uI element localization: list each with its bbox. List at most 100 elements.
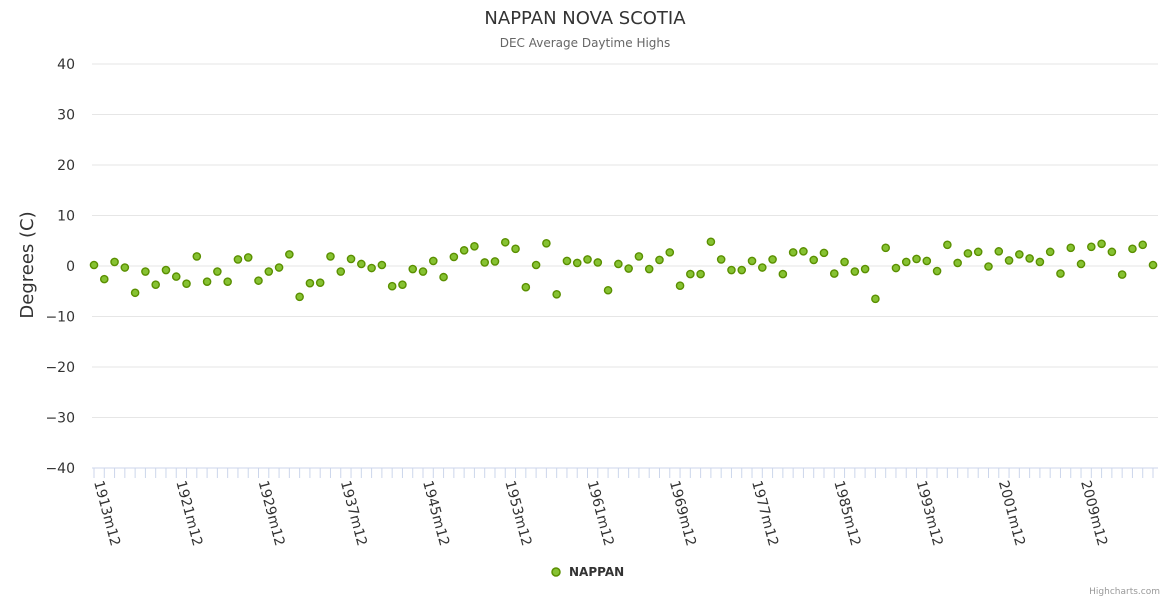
data-point[interactable]: [562, 256, 572, 266]
data-point[interactable]: [624, 264, 633, 273]
data-point[interactable]: [973, 247, 983, 257]
data-point[interactable]: [295, 292, 304, 302]
data-point[interactable]: [274, 263, 284, 272]
data-point[interactable]: [233, 255, 243, 264]
data-point[interactable]: [130, 288, 140, 298]
data-point[interactable]: [408, 264, 418, 274]
data-point[interactable]: [614, 259, 623, 269]
data-point[interactable]: [644, 264, 654, 274]
data-point[interactable]: [901, 257, 911, 267]
data-point[interactable]: [860, 264, 870, 274]
data-point[interactable]: [1035, 257, 1045, 267]
data-point[interactable]: [1128, 244, 1137, 254]
data-point[interactable]: [120, 263, 130, 272]
data-point[interactable]: [1015, 250, 1024, 259]
data-point[interactable]: [161, 265, 171, 275]
data-point[interactable]: [326, 252, 335, 261]
data-point[interactable]: [552, 289, 561, 299]
data-point[interactable]: [398, 280, 407, 289]
data-point[interactable]: [737, 265, 747, 275]
data-point[interactable]: [871, 294, 880, 304]
data-point[interactable]: [1117, 270, 1127, 279]
data-point[interactable]: [357, 259, 366, 269]
data-point[interactable]: [531, 260, 541, 270]
data-point[interactable]: [223, 277, 232, 286]
data-point[interactable]: [819, 248, 829, 258]
data-point[interactable]: [110, 257, 119, 267]
data-point[interactable]: [1087, 242, 1096, 252]
data-point[interactable]: [1097, 239, 1106, 249]
data-point[interactable]: [706, 237, 716, 247]
data-point[interactable]: [943, 240, 952, 250]
data-point[interactable]: [99, 274, 109, 284]
data-point[interactable]: [1107, 247, 1117, 257]
data-point[interactable]: [716, 255, 726, 264]
data-point[interactable]: [912, 254, 921, 264]
data-point[interactable]: [418, 267, 428, 276]
data-point[interactable]: [583, 255, 592, 264]
data-point[interactable]: [336, 267, 346, 276]
credits-link[interactable]: Highcharts.com: [1089, 587, 1160, 597]
data-point[interactable]: [202, 277, 212, 286]
data-point[interactable]: [151, 280, 160, 289]
data-point[interactable]: [346, 254, 356, 264]
data-point[interactable]: [665, 248, 675, 257]
data-point[interactable]: [727, 265, 736, 275]
data-point[interactable]: [377, 260, 387, 270]
data-point[interactable]: [521, 282, 531, 292]
data-point[interactable]: [305, 278, 315, 288]
data-point[interactable]: [603, 285, 613, 295]
data-point[interactable]: [696, 269, 705, 279]
data-point[interactable]: [315, 278, 325, 287]
data-point[interactable]: [490, 257, 500, 266]
data-point[interactable]: [634, 252, 644, 261]
data-point[interactable]: [572, 258, 582, 268]
legend-label[interactable]: NAPPAN: [569, 565, 624, 579]
data-point[interactable]: [254, 276, 263, 285]
data-point[interactable]: [778, 269, 788, 279]
data-point[interactable]: [480, 258, 489, 267]
data-point[interactable]: [285, 250, 294, 259]
data-point[interactable]: [542, 238, 551, 248]
data-point[interactable]: [1076, 259, 1086, 269]
data-point[interactable]: [758, 263, 767, 272]
data-point[interactable]: [1148, 260, 1158, 270]
data-point[interactable]: [264, 267, 274, 276]
data-point[interactable]: [387, 281, 397, 291]
data-point[interactable]: [182, 279, 191, 288]
data-point[interactable]: [213, 267, 222, 276]
data-point[interactable]: [367, 263, 376, 273]
data-point[interactable]: [500, 237, 510, 247]
data-point[interactable]: [1045, 247, 1055, 257]
data-point[interactable]: [511, 244, 520, 254]
data-point[interactable]: [192, 252, 202, 261]
data-point[interactable]: [675, 281, 685, 290]
data-point[interactable]: [829, 269, 839, 278]
data-point[interactable]: [1025, 254, 1034, 263]
legend[interactable]: NAPPAN: [551, 565, 624, 579]
data-point[interactable]: [459, 246, 469, 255]
data-point[interactable]: [686, 269, 695, 279]
data-point[interactable]: [1056, 269, 1065, 278]
data-point[interactable]: [655, 255, 664, 265]
data-point[interactable]: [171, 272, 181, 281]
data-point[interactable]: [984, 262, 993, 271]
data-point[interactable]: [850, 267, 860, 276]
data-point[interactable]: [428, 256, 438, 266]
data-point[interactable]: [953, 258, 962, 268]
data-point[interactable]: [470, 242, 479, 251]
data-point[interactable]: [994, 247, 1004, 256]
data-point[interactable]: [963, 249, 973, 258]
data-point[interactable]: [809, 255, 819, 265]
data-point[interactable]: [891, 263, 901, 273]
data-point[interactable]: [243, 253, 253, 262]
data-point[interactable]: [840, 257, 849, 267]
data-point[interactable]: [768, 255, 777, 264]
data-point[interactable]: [1066, 243, 1076, 253]
data-point[interactable]: [141, 267, 150, 276]
data-point[interactable]: [932, 266, 942, 276]
data-point[interactable]: [788, 248, 798, 257]
data-point[interactable]: [593, 258, 603, 267]
data-point[interactable]: [439, 272, 448, 282]
data-point[interactable]: [89, 260, 99, 270]
